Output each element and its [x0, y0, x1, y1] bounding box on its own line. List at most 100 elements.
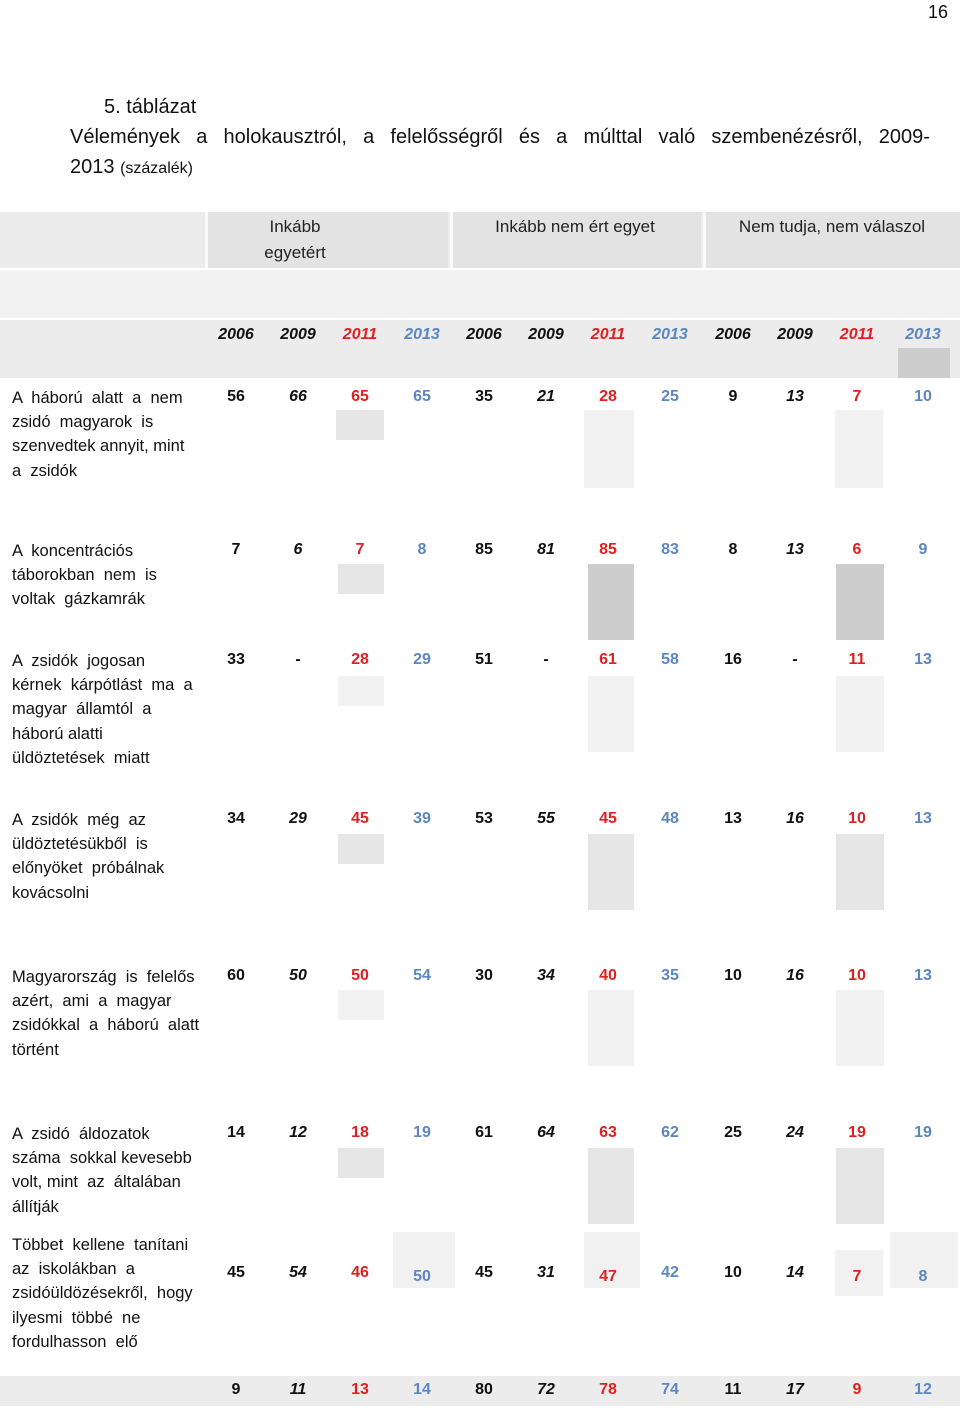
table-cell: 63 — [599, 1124, 617, 1141]
table-cell: 34 — [227, 810, 245, 827]
row-label-line: magyar államtól a — [12, 700, 152, 719]
row-label: A zsidók jogosan kérnek kárpótlást ma a ma… — [12, 649, 204, 770]
table-cell: 61 — [599, 651, 617, 668]
table-cell: 83 — [661, 541, 679, 558]
table-cell: 25 — [661, 388, 679, 405]
cell-shading — [336, 410, 384, 440]
table-cell: 8 — [728, 541, 738, 558]
table-cell: 29 — [289, 810, 307, 827]
table-cell: 17 — [786, 1381, 804, 1398]
group-label-dontknow: Nem tudja, nem válaszol — [703, 214, 960, 240]
cell-shading — [836, 676, 884, 752]
row-label-line: ilyesmi többé ne — [12, 1308, 141, 1327]
table-cell: 55 — [537, 810, 555, 827]
table-cell: 14 — [413, 1381, 431, 1398]
table-cell: 39 — [413, 810, 431, 827]
row-label: A koncentrációs táborokban nem is voltak g… — [12, 539, 204, 612]
row-label-line: üldöztetések miatt — [12, 748, 150, 767]
year-header-cell: 2006 — [715, 326, 751, 343]
table-cell: 9 — [728, 388, 738, 405]
table-cell: 46 — [351, 1264, 369, 1281]
title-word: 2009- — [878, 126, 930, 148]
year-header-cell: 2013 — [905, 326, 941, 343]
table-cell: 74 — [661, 1381, 679, 1398]
table-cell: 66 — [289, 388, 307, 405]
row-label-line: voltak gázkamrák — [12, 590, 145, 609]
table-cell: 61 — [475, 1124, 493, 1141]
table-cell: - — [543, 651, 549, 668]
table-cell: 6 — [293, 541, 303, 558]
row-label-line: A koncentrációs — [12, 542, 134, 560]
table-cell: 10 — [724, 1264, 742, 1281]
cell-shading — [588, 834, 634, 910]
table-cell: 50 — [351, 967, 369, 984]
year-header-cell: 2013 — [652, 326, 688, 343]
table-cell: 9 — [852, 1381, 862, 1398]
table-cell: 11 — [848, 651, 866, 668]
table-cell: 54 — [413, 967, 431, 984]
table-cell: 9 — [918, 541, 928, 558]
cell-shading — [338, 834, 384, 864]
cell-shading — [836, 1148, 884, 1224]
table-cell: 50 — [289, 967, 307, 984]
row-label: A zsidó áldozatok száma sokkal kevesebb vo… — [12, 1122, 204, 1219]
table-cell: 11 — [724, 1381, 742, 1398]
table-cell: 19 — [413, 1124, 431, 1141]
table-cell: 45 — [351, 810, 369, 827]
table-cell: 53 — [475, 810, 493, 827]
table-cell: 18 — [351, 1124, 369, 1141]
bottom-row-band — [0, 1376, 960, 1406]
table-cell: 62 — [661, 1124, 679, 1141]
title-word: múlttal — [583, 126, 643, 148]
table-cell: 13 — [914, 651, 932, 668]
header-group-box-1 — [205, 212, 448, 268]
row-label: Magyarország is felelős azért, ami a magy… — [12, 965, 204, 1062]
table-cell: 30 — [475, 967, 493, 984]
cell-shading — [338, 1148, 384, 1178]
table-cell: 16 — [724, 651, 742, 668]
cell-shading — [836, 834, 884, 910]
cell-shading — [338, 676, 384, 706]
row-label-line: kovácsolni — [12, 883, 90, 902]
table-cell: 6 — [852, 541, 862, 558]
row-label-line: háború alatti — [12, 724, 103, 743]
table-cell: 58 — [661, 651, 679, 668]
row-label-line: zsidókkal a háború alatt — [12, 1016, 200, 1035]
row-label-line: üldöztetésükből is — [12, 835, 148, 854]
table-cell: 13 — [914, 967, 932, 984]
header-band-spacer — [0, 270, 960, 318]
row-label-line: kérnek kárpótlást ma a — [12, 676, 193, 695]
title-year-end: 2013 — [70, 156, 115, 178]
group-label-agree: Inkább egyetért — [230, 214, 360, 266]
row-label-line: állítják — [12, 1197, 59, 1216]
year-header-cell: 2006 — [218, 326, 254, 343]
table-title-line: Vélemények a holokausztról, a felelősségről é… — [70, 122, 930, 152]
table-cell: 78 — [599, 1381, 617, 1398]
table-cell: 80 — [475, 1381, 493, 1398]
table-cell: 13 — [724, 810, 742, 827]
table-cell: 10 — [848, 810, 866, 827]
cell-shading — [584, 410, 634, 488]
table-cell: 28 — [351, 651, 369, 668]
table-cell: 51 — [475, 651, 493, 668]
table-cell: 16 — [786, 810, 804, 827]
row-label: Többet kellene tanítani az iskolákban a zs… — [12, 1233, 204, 1354]
table-caption: 5. táblázat — [104, 96, 197, 118]
table-cell: 35 — [661, 967, 679, 984]
table-cell: 72 — [537, 1381, 555, 1398]
table-title-line-end: 2013 (százalék) — [70, 152, 930, 184]
table-cell: 24 — [786, 1124, 804, 1141]
year-header-cell: 2009 — [280, 326, 316, 343]
table-cell: 8 — [417, 541, 427, 558]
row-label-line: előnyöket próbálnak — [12, 859, 165, 878]
title-word: felelősségről — [390, 126, 503, 148]
table-cell: - — [792, 651, 798, 668]
title-unit: (százalék) — [120, 160, 193, 177]
table-cell: 21 — [537, 388, 555, 405]
cell-shading — [890, 1232, 958, 1288]
row-label-line: volt, mint az általában — [12, 1173, 181, 1192]
table-cell: 85 — [475, 541, 493, 558]
cell-shading — [835, 1250, 883, 1296]
title-word: szembenézésről, — [711, 126, 863, 148]
row-label: A háború alatt a nem zsidó magyarok is sze… — [12, 386, 204, 483]
